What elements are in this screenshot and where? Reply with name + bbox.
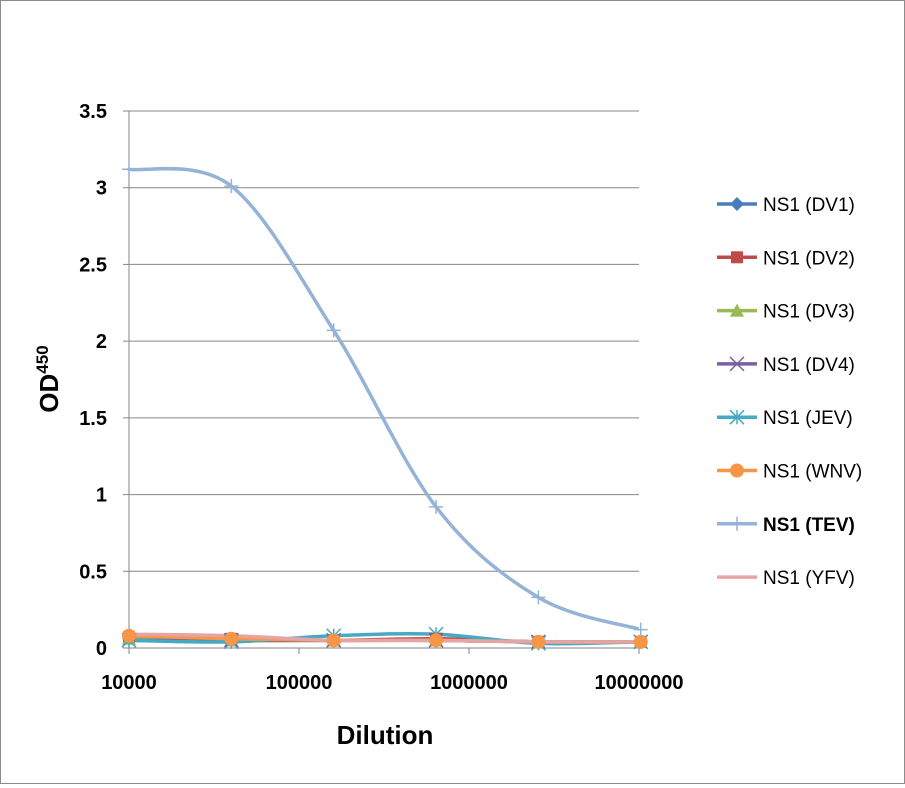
legend-label: NS1 (TEV) <box>763 515 855 536</box>
series-line-ns1-jev- <box>127 631 639 646</box>
legend-label: NS1 (DV4) <box>763 355 855 376</box>
data-point <box>122 162 136 177</box>
legend-swatch-marker <box>729 356 745 372</box>
x-axis-ticks: 10000 100000 1000000 10000000 <box>101 672 683 694</box>
legend-item: NS1 (YFV) <box>717 568 855 589</box>
legend-label: NS1 (JEV) <box>763 408 853 429</box>
legend-label: NS1 (DV1) <box>763 195 855 216</box>
x-axis-title: Dilution <box>337 720 434 750</box>
y-tick-label: 3.5 <box>79 101 107 123</box>
data-point <box>633 634 648 649</box>
data-point <box>633 622 648 637</box>
y-tick-label: 0 <box>96 638 107 660</box>
x-tick-label: 10000 <box>101 672 157 694</box>
y-tick-label: 1 <box>96 485 107 507</box>
legend-swatch-marker <box>731 251 743 264</box>
data-point <box>531 590 546 605</box>
y-tick-label: 1.5 <box>79 408 107 430</box>
y-axis-title-superscript: 450 <box>33 345 52 373</box>
legend-label: NS1 (YFV) <box>763 568 855 589</box>
y-axis-title: OD450 <box>33 345 64 412</box>
y-tick-label: 2 <box>96 331 107 353</box>
legend-item: NS1 (DV1) <box>717 195 855 216</box>
legend-swatch-marker <box>730 516 744 531</box>
gridlines <box>123 110 640 654</box>
data-point <box>326 633 341 648</box>
data-point <box>122 628 136 643</box>
legend-item: NS1 (TEV) <box>717 515 855 536</box>
legend-label: NS1 (DV2) <box>763 248 855 269</box>
data-point <box>224 179 239 194</box>
series-line-ns1-yfv- <box>127 632 639 644</box>
legend-item: NS1 (WNV) <box>717 462 862 483</box>
y-tick-label: 2.5 <box>79 254 107 276</box>
legend-label: NS1 (DV3) <box>763 302 855 323</box>
series-markers <box>121 162 649 651</box>
data-point <box>326 323 341 338</box>
x-tick-label: 100000 <box>266 672 333 694</box>
legend-item: NS1 (DV4) <box>717 355 855 376</box>
svg-text:OD450: OD450 <box>33 345 64 412</box>
legend-swatch-marker <box>730 197 744 211</box>
legend-item: NS1 (DV3) <box>717 302 855 323</box>
legend-item: NS1 (DV2) <box>717 248 855 269</box>
legend-swatch-marker <box>730 463 744 478</box>
data-point <box>429 633 444 648</box>
data-point <box>224 631 239 646</box>
y-axis-ticks: 0 0.5 1 1.5 2 2.5 3 3.5 <box>79 101 107 660</box>
y-tick-label: 3 <box>96 178 107 200</box>
legend: NS1 (DV1) NS1 (DV2) NS1 (DV3) NS1 (DV4) NS1 … <box>717 195 862 589</box>
x-tick-label: 1000000 <box>430 672 508 694</box>
series-line-ns1-tev- <box>127 166 639 631</box>
legend-swatch-marker <box>729 409 745 425</box>
data-point <box>429 499 444 514</box>
legend-swatch-marker <box>730 303 744 317</box>
series-lines <box>127 166 639 646</box>
y-tick-label: 0.5 <box>79 561 107 583</box>
legend-label: NS1 (WNV) <box>763 462 862 483</box>
y-axis-title-main: OD <box>34 374 64 413</box>
data-point <box>531 634 546 649</box>
legend-item: NS1 (JEV) <box>717 408 853 429</box>
x-tick-label: 10000000 <box>595 672 684 694</box>
